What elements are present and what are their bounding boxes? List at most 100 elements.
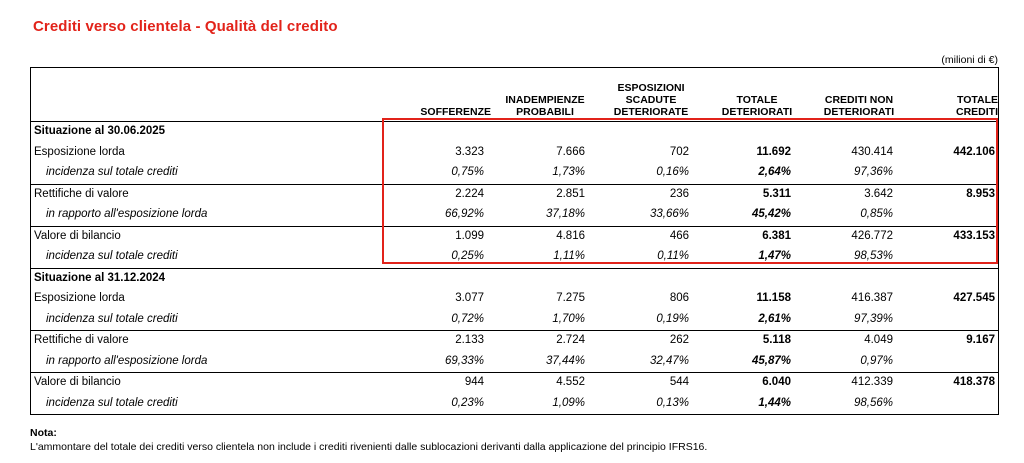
table-cell: 11.158 — [756, 292, 791, 304]
table-cell: 2.724 — [556, 334, 585, 346]
section-heading-row: Situazione al 30.06.2025 — [31, 122, 998, 143]
table-cell: 0,85% — [860, 208, 893, 220]
table-cell: 702 — [669, 145, 689, 158]
table-cell: 2.851 — [556, 187, 585, 200]
table-cell: 2,64% — [758, 166, 791, 178]
table-cell: 412.339 — [851, 376, 893, 388]
table-cell: 433.153 — [953, 229, 995, 242]
table-cell: 7.275 — [556, 292, 585, 304]
table-row: in rapporto all'esposizione lorda 69,33% 3… — [31, 352, 998, 373]
unit-label: (milioni di €) — [941, 54, 998, 66]
table-cell: 9.167 — [966, 334, 995, 346]
row-label: incidenza sul totale crediti — [46, 250, 178, 262]
row-label: incidenza sul totale crediti — [46, 396, 178, 409]
table-cell: 1,09% — [552, 396, 585, 409]
table-cell: 0,25% — [451, 250, 484, 262]
table-cell: 6.040 — [762, 376, 791, 388]
table-row: Rettifiche di valore 2.224 2.851 236 5.311 3.… — [31, 183, 998, 206]
table-cell: 98,53% — [853, 250, 893, 262]
table-cell: 7.666 — [556, 145, 585, 158]
table-cell: 3.642 — [864, 187, 893, 200]
table-cell: 442.106 — [953, 145, 995, 158]
table-cell: 3.323 — [455, 145, 484, 158]
table-cell: 4.049 — [864, 334, 893, 346]
table-cell: 6.381 — [762, 229, 791, 242]
table-row: Esposizione lorda 3.077 7.275 806 11.158 416.… — [31, 289, 998, 310]
table-cell: 426.772 — [851, 229, 893, 242]
table-cell: 944 — [464, 376, 484, 388]
row-label: Valore di bilancio — [34, 376, 121, 388]
table-cell: 0,23% — [451, 396, 484, 409]
credit-quality-table: SOFFERENZE INADEMPIENZE PROBABILI ESPOSIZI… — [30, 67, 999, 415]
table-cell: 32,47% — [649, 354, 689, 367]
row-label: Esposizione lorda — [34, 292, 125, 304]
table-row: Valore di bilancio 1.099 4.816 466 6.381 426.… — [31, 225, 998, 248]
table-cell: 430.414 — [851, 145, 893, 158]
table-cell: 0,97% — [860, 354, 893, 367]
table-cell: 5.118 — [762, 334, 791, 346]
table-cell: 0,13% — [656, 396, 689, 409]
section-heading-row: Situazione al 31.12.2024 — [31, 267, 998, 290]
table-cell: 3.077 — [455, 292, 484, 304]
column-header: TOTALE CREDITI — [956, 94, 998, 118]
table-cell: 1,47% — [758, 250, 791, 262]
table-cell: 0,16% — [656, 166, 689, 178]
section-heading: Situazione al 31.12.2024 — [34, 271, 166, 284]
table-cell: 1,73% — [552, 166, 585, 178]
table-cell: 2.224 — [455, 187, 484, 200]
table-cell: 37,44% — [545, 354, 585, 367]
section-heading: Situazione al 30.06.2025 — [34, 125, 166, 137]
note-title: Nota: — [30, 427, 57, 439]
row-label: Rettifiche di valore — [34, 334, 129, 346]
table-cell: 544 — [669, 376, 689, 388]
table-cell: 69,33% — [444, 354, 484, 367]
row-label: in rapporto all'esposizione lorda — [46, 208, 208, 220]
table-row: in rapporto all'esposizione lorda 66,92% 3… — [31, 205, 998, 226]
table-cell: 1.099 — [455, 229, 484, 242]
table-cell: 1,44% — [758, 396, 791, 409]
highlight-box-2025 — [382, 118, 998, 264]
table-header: SOFFERENZE INADEMPIENZE PROBABILI ESPOSIZI… — [31, 68, 998, 122]
table-cell: 2,61% — [758, 312, 791, 325]
column-header: CREDITI NON DETERIORATI — [823, 94, 895, 118]
table-cell: 466 — [669, 229, 689, 242]
table-row: incidenza sul totale crediti 0,23% 1,09% 0,… — [31, 394, 998, 415]
table-cell: 1,11% — [553, 250, 585, 262]
table-cell: 0,19% — [656, 312, 689, 325]
table-cell: 66,92% — [444, 208, 484, 220]
table-row: incidenza sul totale crediti 0,72% 1,70% 0,… — [31, 310, 998, 331]
table-row: Esposizione lorda 3.323 7.666 702 11.692 430.… — [31, 143, 998, 164]
table-row: incidenza sul totale crediti 0,75% 1,73% 0,… — [31, 163, 998, 184]
table-cell: 97,39% — [853, 312, 893, 325]
table-cell: 98,56% — [853, 396, 893, 409]
column-header: TOTALE DETERIORATI — [721, 94, 793, 118]
table-row: Rettifiche di valore 2.133 2.724 262 5.118 4.… — [31, 330, 998, 352]
row-label: in rapporto all'esposizione lorda — [46, 354, 208, 367]
table-cell: 2.133 — [455, 334, 484, 346]
table-cell: 45,42% — [751, 208, 791, 220]
table-row: Valore di bilancio 944 4.552 544 6.040 412.33… — [31, 372, 998, 394]
page-title: Crediti verso clientela - Qualità del cr… — [33, 18, 338, 35]
table-cell: 1,70% — [552, 312, 585, 325]
column-header: INADEMPIENZE PROBABILI — [505, 94, 585, 118]
table-cell: 416.387 — [851, 292, 893, 304]
table-cell: 0,75% — [451, 166, 484, 178]
note-text: L'ammontare del totale dei crediti verso… — [30, 441, 708, 453]
row-label: Esposizione lorda — [34, 145, 125, 158]
table-cell: 236 — [669, 187, 689, 200]
table-cell: 33,66% — [649, 208, 689, 220]
table-cell: 97,36% — [853, 166, 893, 178]
table-cell: 4.552 — [556, 376, 585, 388]
table-cell: 45,87% — [751, 354, 791, 367]
row-label: Valore di bilancio — [34, 229, 121, 242]
table-cell: 37,18% — [545, 208, 585, 220]
column-header: SOFFERENZE — [420, 106, 491, 118]
table-cell: 806 — [669, 292, 689, 304]
table-cell: 5.311 — [762, 187, 791, 200]
table-body: Situazione al 30.06.2025 Esposizione lord… — [31, 122, 998, 414]
table-cell: 0,11% — [657, 250, 689, 262]
table-cell: 427.545 — [953, 292, 995, 304]
row-label: incidenza sul totale crediti — [46, 312, 178, 325]
table-cell: 418.378 — [953, 376, 995, 388]
table-cell: 8.953 — [966, 187, 995, 200]
